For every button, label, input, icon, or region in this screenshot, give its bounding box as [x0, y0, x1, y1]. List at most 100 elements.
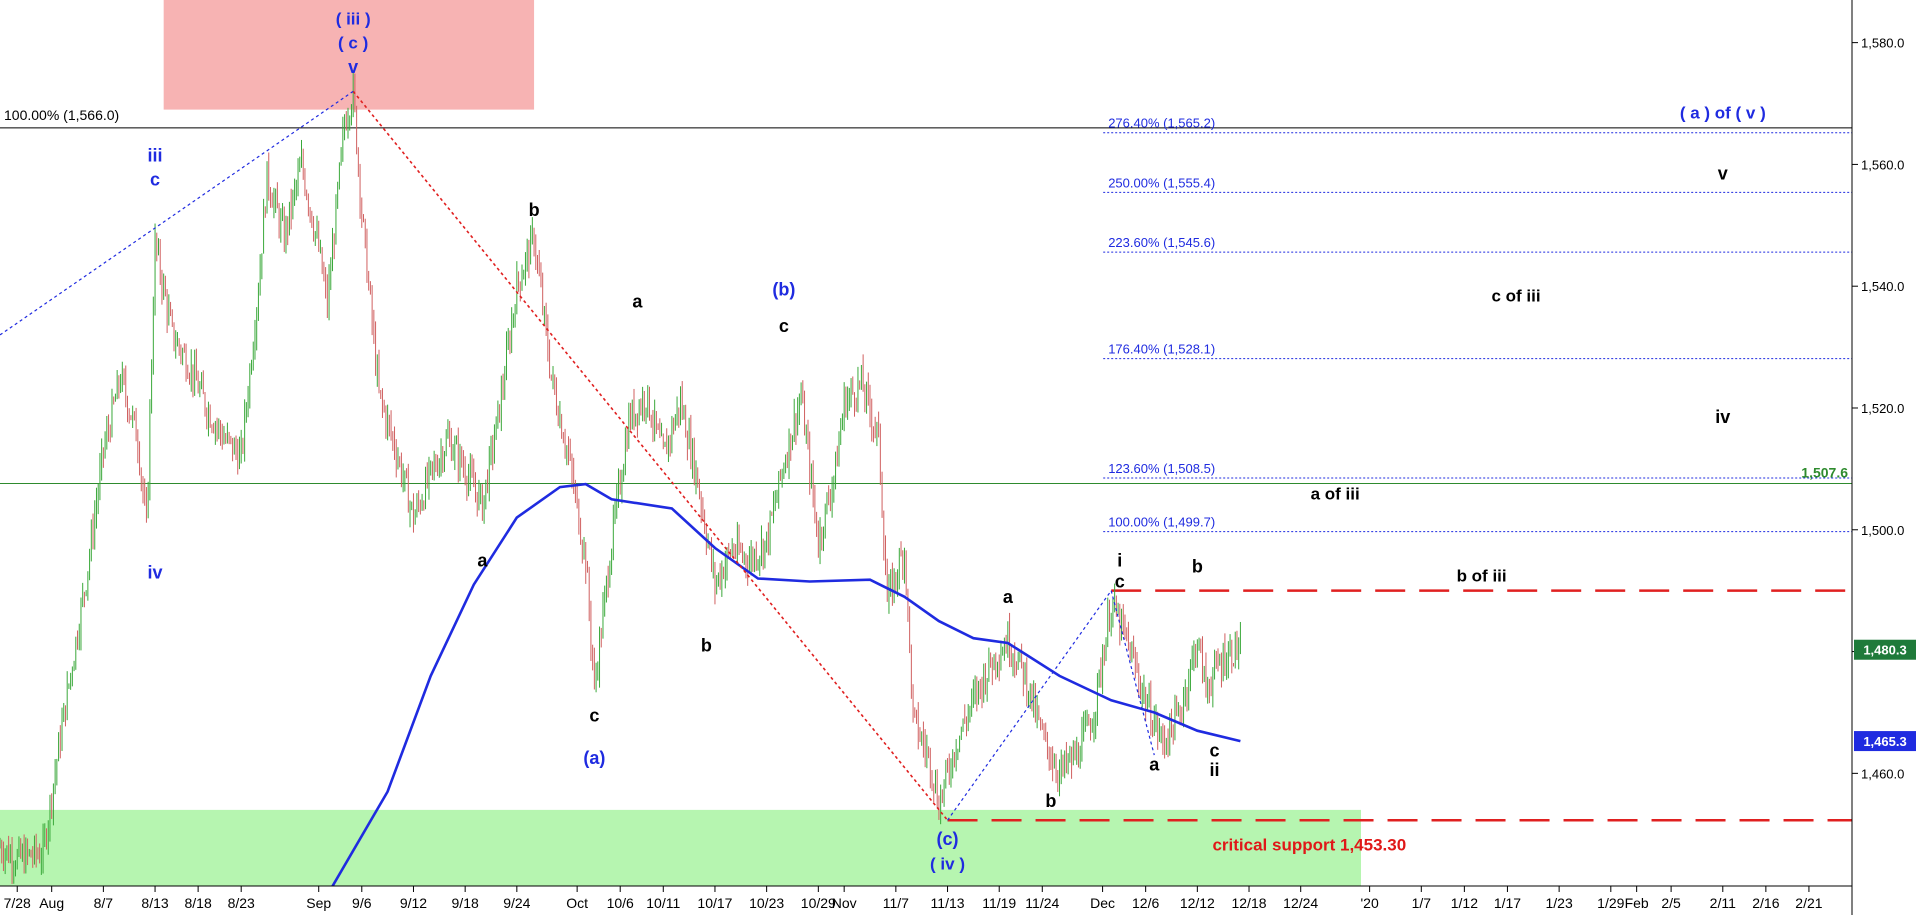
fib-level-label: 123.60% (1,508.5) [1108, 461, 1215, 476]
x-tick-label: 8/18 [184, 895, 211, 911]
fib-level-label: 176.40% (1,528.1) [1108, 342, 1215, 357]
fib-level-label: 250.00% (1,555.4) [1108, 175, 1215, 190]
x-tick-label: 11/7 [883, 895, 909, 911]
x-tick-label: 1/23 [1546, 895, 1573, 911]
wave-label: b [1045, 791, 1056, 811]
moving-average-line [326, 482, 1241, 896]
fib-level-label: 100.00% (1,499.7) [1108, 515, 1215, 530]
x-tick-label: Sep [306, 895, 331, 911]
wave-label: b [1192, 556, 1203, 576]
x-tick-label: 2/11 [1710, 895, 1736, 911]
price-axis-panel [1852, 0, 1916, 915]
target-zone [163, 0, 535, 110]
wave-label: ii [1210, 760, 1220, 780]
moving-average-badge-label: 1,465.3 [1863, 734, 1906, 749]
x-tick-label: 12/18 [1231, 895, 1266, 911]
x-tick-label: 9/6 [352, 895, 372, 911]
support-zone [0, 809, 1362, 886]
wave-label: c of iii [1491, 286, 1540, 305]
x-tick-label: Nov [832, 895, 857, 911]
highlight-zones [0, 0, 1362, 886]
x-tick-label: 1/7 [1412, 895, 1432, 911]
x-tick-label: Oct [566, 895, 588, 911]
last-price-badge [1854, 639, 1916, 660]
y-tick-label: 1,460.0 [1861, 766, 1904, 781]
x-tick-label: 10/17 [697, 895, 732, 911]
wave-label: a of iii [1311, 484, 1360, 503]
wave-label: (c) [937, 829, 959, 849]
x-tick-label: 11/24 [1025, 895, 1059, 911]
moving-average-badge [1854, 731, 1916, 752]
moving-average [326, 482, 1241, 896]
wave-label: c [150, 170, 160, 190]
wave-label: b of iii [1457, 567, 1507, 586]
x-tick-label: 7/28 [4, 895, 31, 911]
x-tick-label: 1/29 [1597, 895, 1624, 911]
wave-label: c [589, 706, 599, 726]
green-level-label: 1,507.6 [1801, 464, 1848, 480]
wave-label: ( a ) of ( v ) [1680, 104, 1766, 123]
wave-label: v [348, 57, 358, 77]
time-axis-panel [0, 886, 1852, 915]
fib-level-label: 223.60% (1,545.6) [1108, 235, 1215, 250]
x-tick-label: 11/13 [931, 895, 965, 911]
x-tick-label: 9/24 [503, 895, 530, 911]
y-tick-label: 1,520.0 [1861, 401, 1904, 416]
downtrend-line [352, 90, 949, 821]
x-tick-label: Feb [1625, 895, 1649, 911]
x-tick-label: 8/7 [94, 895, 114, 911]
wave-label: a [1003, 587, 1014, 607]
wave-label: (b) [772, 279, 795, 299]
y-tick-label: 1,500.0 [1861, 523, 1904, 538]
horizontal-reference-lines: 100.00% (1,566.0) 1,507.6 [0, 107, 1852, 484]
wave-label: iii [148, 145, 163, 165]
x-tick-label: 10/23 [749, 895, 784, 911]
x-tick-label: 2/5 [1661, 895, 1681, 911]
wave-connector-line [1110, 590, 1155, 756]
wave-label: ( iv ) [930, 855, 965, 874]
x-tick-label: 12/12 [1180, 895, 1215, 911]
wave-label: c [1210, 740, 1220, 760]
wave-label: i [1117, 550, 1122, 570]
reference-line-label: 100.00% (1,566.0) [4, 107, 119, 123]
x-tick-label: 1/12 [1451, 895, 1478, 911]
critical-support-label: critical support 1,453.30 [1212, 836, 1406, 855]
y-tick-label: 1,560.0 [1861, 157, 1904, 172]
trend-lines [0, 90, 1155, 821]
x-tick-label: 12/24 [1283, 895, 1318, 911]
wave-label: iv [1715, 407, 1730, 427]
wave-label: iv [148, 562, 163, 582]
x-tick-label: 12/6 [1132, 895, 1159, 911]
dashed-level-lines [947, 589, 1852, 822]
x-tick-label: 9/18 [452, 895, 479, 911]
x-tick-label: 2/21 [1795, 895, 1822, 911]
x-tick-label: 2/16 [1752, 895, 1779, 911]
price-bars [0, 70, 1241, 884]
x-tick-label: 10/6 [607, 895, 634, 911]
wave-label: a [1149, 754, 1160, 774]
fib-level-label: 276.40% (1,565.2) [1108, 116, 1215, 131]
wave-label: ( iii ) [336, 9, 371, 28]
wave-label: c [779, 316, 789, 336]
x-tick-label: Dec [1090, 895, 1115, 911]
wave-label: (a) [583, 748, 605, 768]
fibonacci-levels: 276.40% (1,565.2) 250.00% (1,555.4) 223.60… [1103, 116, 1852, 533]
wave-label: b [701, 636, 712, 656]
wave-label: c [1115, 572, 1125, 592]
x-tick-label: 9/12 [400, 895, 427, 911]
x-tick-label: 8/13 [141, 895, 168, 911]
y-tick-label: 1,580.0 [1861, 36, 1904, 51]
y-tick-label: 1,540.0 [1861, 279, 1904, 294]
last-price-badge-label: 1,480.3 [1863, 643, 1906, 658]
x-tick-label: Aug [39, 895, 64, 911]
x-tick-label: 8/23 [228, 895, 255, 911]
x-tick-label: 10/11 [646, 895, 680, 911]
wave-label: b [529, 200, 540, 220]
x-tick-label: 11/19 [982, 895, 1016, 911]
x-tick-label: 1/17 [1494, 895, 1521, 911]
x-tick-label: 10/29 [801, 895, 836, 911]
